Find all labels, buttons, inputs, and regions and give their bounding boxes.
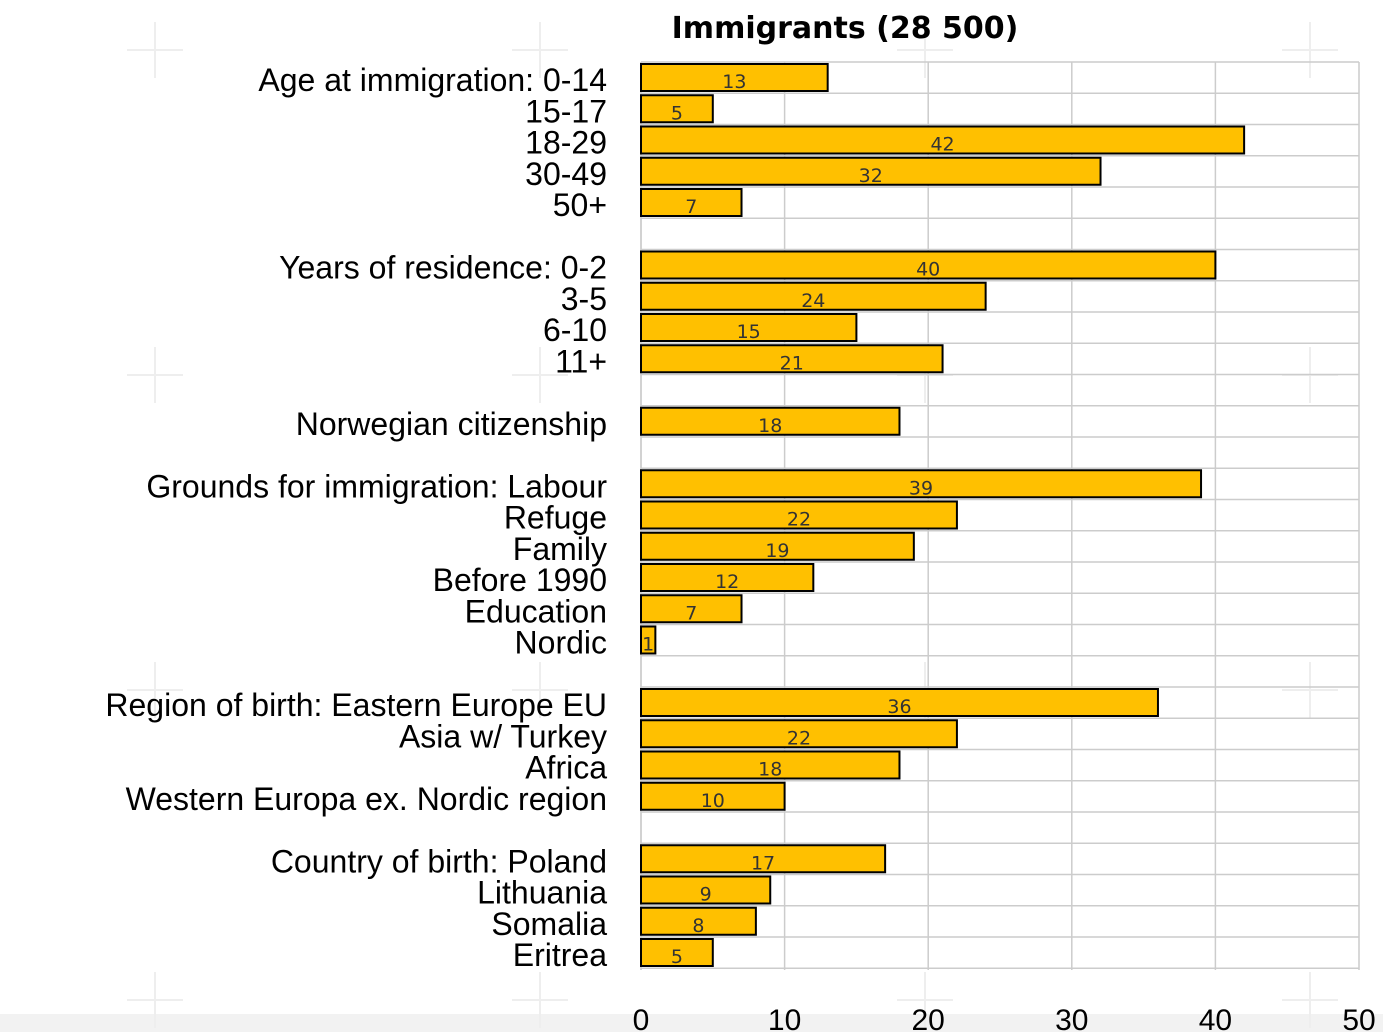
bar: [640, 281, 987, 311]
bar: [640, 469, 1203, 499]
bar-value-label: 32: [859, 165, 883, 187]
grid: [640, 61, 1360, 970]
x-tick-label: 40: [1199, 1004, 1232, 1032]
category-label: Nordic: [515, 625, 607, 661]
bar-value-label: 22: [787, 509, 811, 531]
bar: [640, 719, 958, 749]
bar-value-label: 18: [758, 415, 782, 437]
category-label: Refuge: [504, 500, 607, 536]
bar-value-label: 13: [722, 71, 746, 93]
category-labels: Age at immigration: 0-1415-1718-2930-495…: [105, 62, 607, 973]
bar: [640, 688, 1159, 717]
category-label: Country of birth: Poland: [271, 843, 607, 879]
category-label: Years of residence: 0-2: [279, 250, 607, 286]
category-label: Somalia: [491, 906, 607, 942]
bar-value-label: 24: [801, 290, 825, 312]
bar: [640, 594, 743, 624]
category-label: 18-29: [525, 125, 607, 161]
category-label: 3-5: [561, 281, 607, 317]
bar: [640, 250, 1217, 280]
bar-value-label: 36: [887, 696, 911, 718]
bar: [640, 188, 743, 217]
bar: [640, 906, 757, 936]
bar-value-label: 17: [751, 852, 775, 874]
category-label: 30-49: [525, 156, 607, 192]
x-tick-labels: 0 10 20 30 40 50: [633, 1004, 1376, 1032]
bar-value-label: 42: [930, 134, 954, 156]
bar-value-label: 18: [758, 759, 782, 781]
category-label: Age at immigration: 0-14: [258, 62, 607, 98]
bar: [640, 625, 657, 655]
bar: [640, 781, 786, 811]
bar: [640, 875, 772, 905]
bar: [640, 125, 1246, 155]
x-tick-label: 20: [912, 1004, 945, 1032]
category-label: 6-10: [543, 312, 607, 348]
x-tick-label: 50: [1342, 1004, 1375, 1032]
bar-value-label: 40: [916, 259, 940, 281]
bar-value-label: 7: [685, 196, 697, 218]
category-label: Africa: [525, 750, 607, 786]
category-label: Norwegian citizenship: [296, 406, 607, 442]
bar: [640, 500, 958, 530]
category-label: 11+: [555, 343, 607, 379]
bar-value-label: 15: [737, 321, 761, 343]
bar-value-label: 12: [715, 571, 739, 593]
footer-band: [0, 1014, 1383, 1032]
bar: [640, 844, 887, 874]
bar-value-label: 7: [685, 602, 697, 624]
bar: [640, 344, 944, 374]
category-label: Family: [513, 531, 607, 567]
bar: [640, 531, 915, 561]
category-label: Grounds for immigration: Labour: [146, 468, 607, 504]
bar: [640, 94, 714, 124]
x-tick-label: 0: [633, 1004, 650, 1032]
bar: [640, 406, 901, 436]
category-label: 15-17: [525, 93, 607, 129]
bar-value-label: 1: [642, 634, 654, 656]
bar-value-label: 21: [780, 352, 804, 374]
bar: [640, 563, 815, 592]
category-label: Asia w/ Turkey: [399, 718, 607, 754]
bar: [640, 313, 858, 342]
bar-value-label: 10: [701, 790, 725, 812]
bar-value-label: 39: [909, 477, 933, 499]
bar-value-label: 5: [671, 946, 683, 968]
category-label: Before 1990: [433, 562, 607, 598]
category-label: 50+: [553, 187, 607, 223]
bars: 1354232740241521183922191271362218101798…: [640, 63, 1246, 968]
x-tick-label: 10: [768, 1004, 801, 1032]
background-decoration: [127, 22, 1338, 1028]
chart-title: Immigrants (28 500): [672, 11, 1019, 46]
bar: [640, 938, 714, 967]
bar-value-label: 22: [787, 727, 811, 749]
category-label: Education: [465, 593, 607, 629]
bar-value-label: 19: [765, 540, 789, 562]
bar-value-label: 8: [692, 915, 704, 937]
category-label: Western Europa ex. Nordic region: [126, 781, 607, 817]
category-label: Lithuania: [477, 875, 607, 911]
bar: [640, 750, 901, 780]
bar-value-label: 9: [700, 884, 712, 906]
bar: [640, 63, 829, 92]
x-tick-label: 30: [1055, 1004, 1088, 1032]
bar: [640, 156, 1102, 186]
bar-value-label: 5: [671, 102, 683, 124]
category-label: Region of birth: Eastern Europe EU: [105, 687, 607, 723]
category-label: Eritrea: [513, 937, 607, 973]
